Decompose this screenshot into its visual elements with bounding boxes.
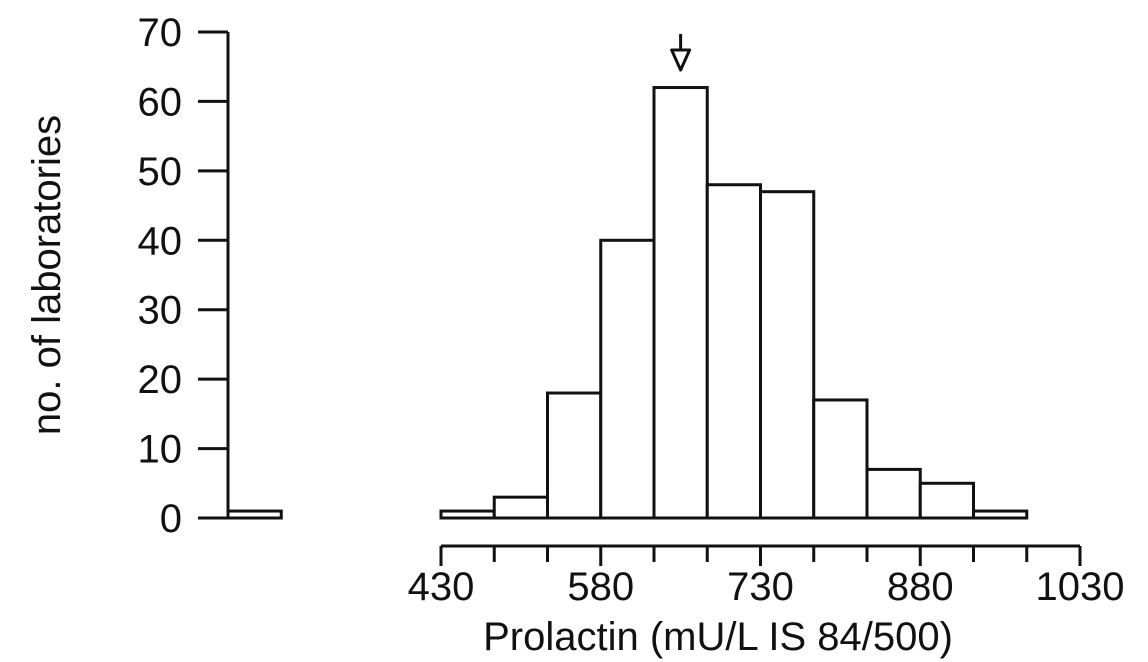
y-tick-label: 50 <box>138 150 183 194</box>
histogram-bar <box>812 398 869 520</box>
y-axis-title: no. of laboratories <box>25 115 69 435</box>
histogram-bar <box>918 481 975 520</box>
histogram-bar <box>865 467 922 520</box>
histogram-bar <box>492 495 549 520</box>
tick-labels: 0 10 20 30 40 50 60 70 430 580 730 880 1030 <box>138 11 1125 609</box>
y-tick-label: 10 <box>138 428 183 472</box>
axes <box>198 30 1082 566</box>
y-tick-label: 40 <box>138 219 183 263</box>
x-tick-label: 730 <box>727 565 794 609</box>
y-tick-label: 60 <box>138 80 183 124</box>
y-tick-label: 20 <box>138 358 183 402</box>
histogram-bar <box>226 509 283 520</box>
histogram-bar <box>652 86 709 520</box>
y-tick-label: 70 <box>138 11 183 55</box>
histogram-bar <box>439 509 496 520</box>
histogram-bar <box>972 509 1029 520</box>
histogram-bar <box>759 190 816 520</box>
histogram-bar <box>705 183 762 520</box>
x-tick-label: 430 <box>408 565 475 609</box>
arrow-head <box>670 48 692 72</box>
y-tick-label: 0 <box>160 497 182 541</box>
histogram-bar <box>546 391 603 520</box>
x-tick-label: 580 <box>567 565 634 609</box>
median-arrow-icon <box>670 34 692 72</box>
y-tick-label: 30 <box>138 289 183 333</box>
histogram-bar <box>599 238 656 520</box>
x-tick-label: 880 <box>887 565 954 609</box>
x-tick-label: 1030 <box>1036 565 1125 609</box>
bars <box>226 86 1029 520</box>
x-axis-title: Prolactin (mU/L IS 84/500) <box>483 615 953 659</box>
